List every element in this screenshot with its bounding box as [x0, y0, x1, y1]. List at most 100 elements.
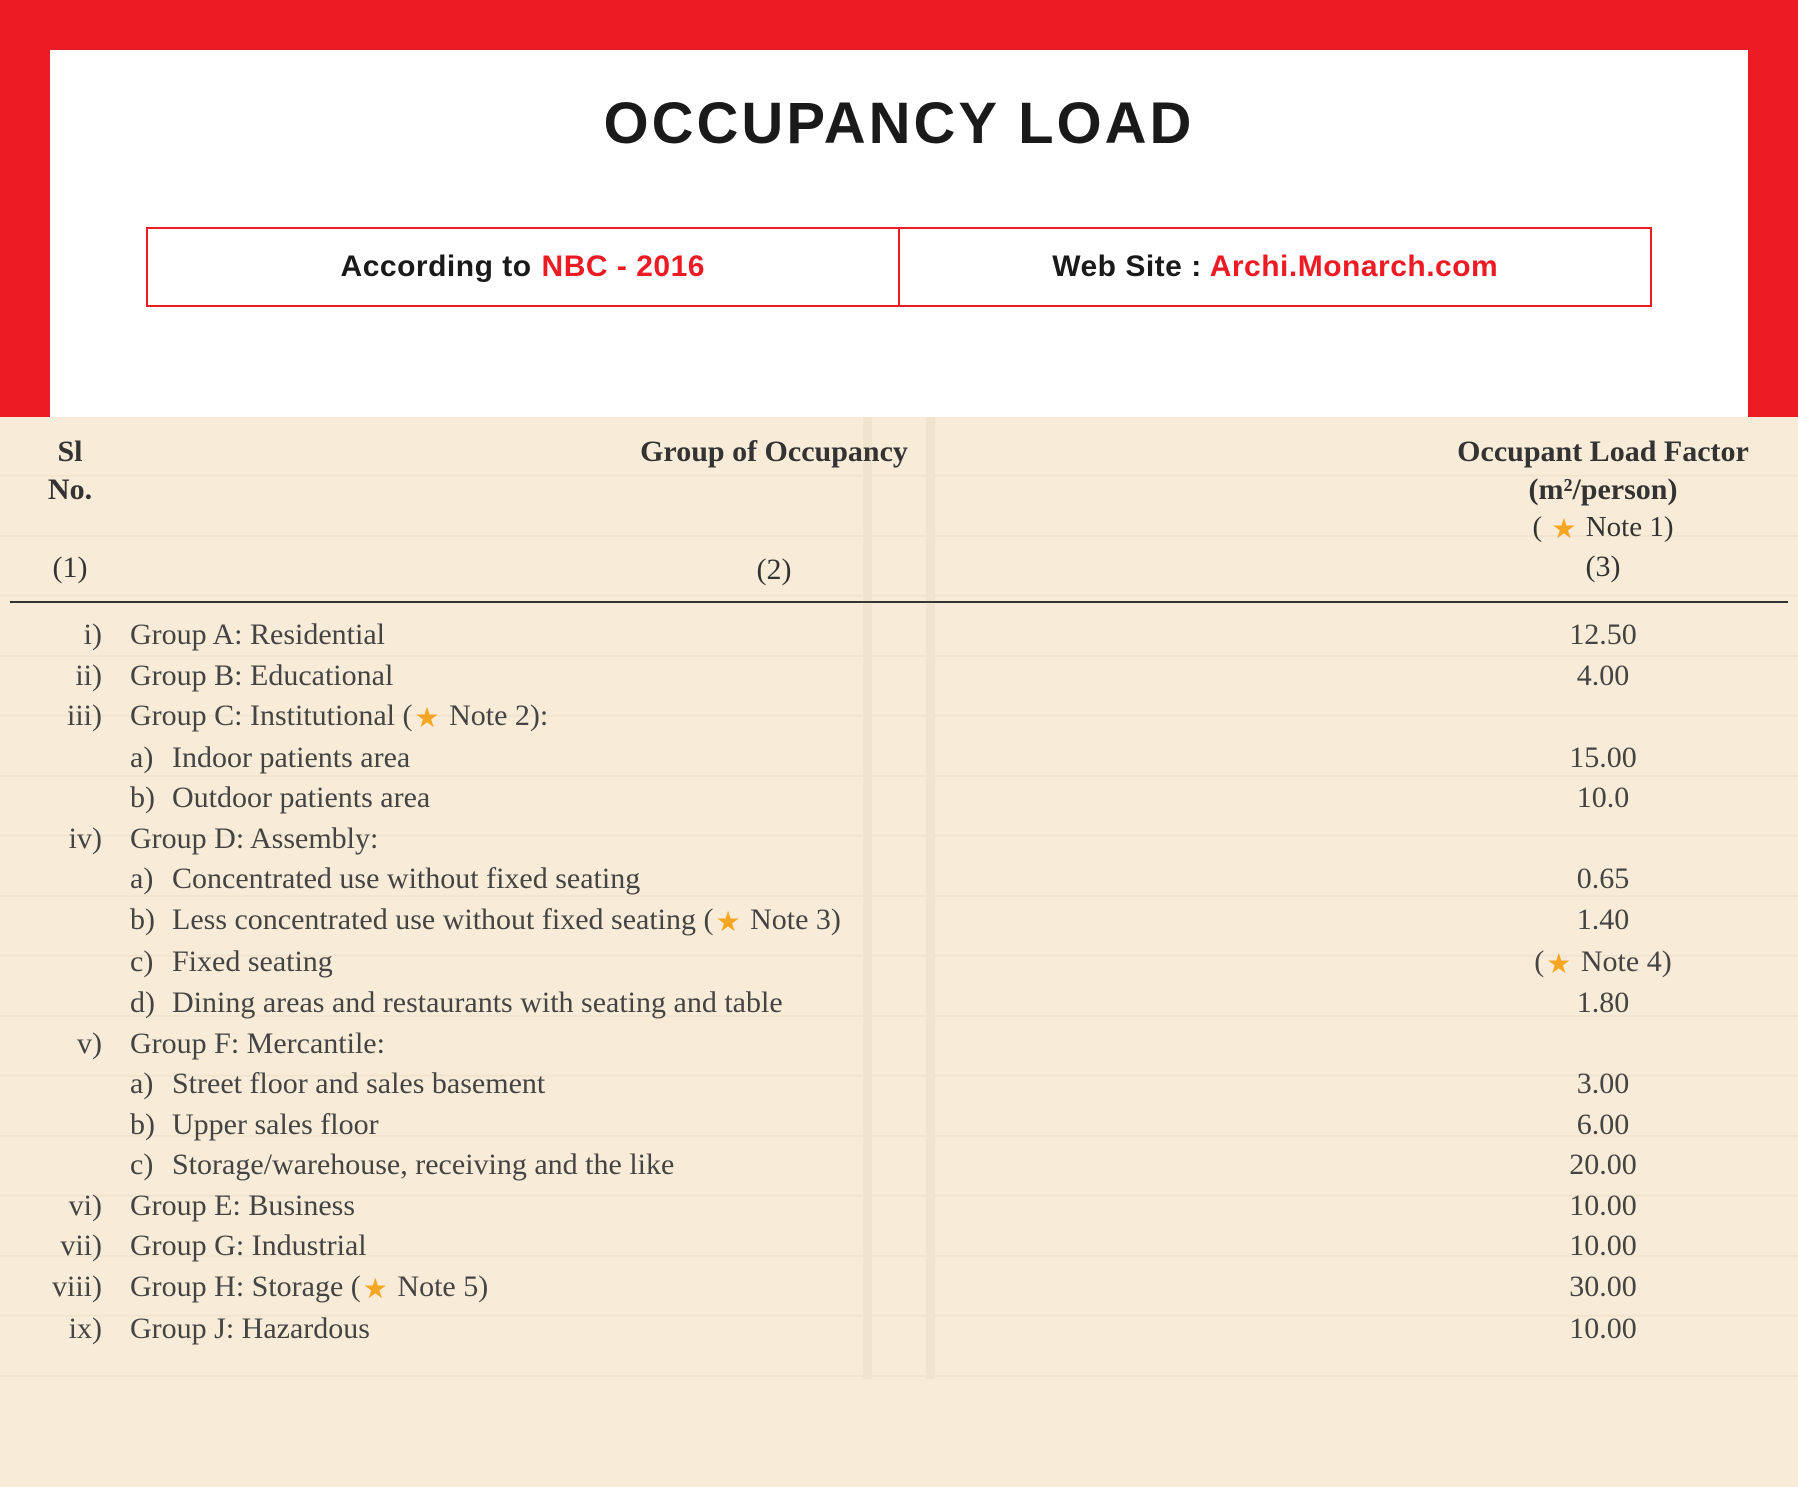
factor-cell: 4.00 [1418, 656, 1788, 697]
factor-cell: 10.00 [1418, 1226, 1788, 1267]
factor-note-ref: ( ★ Note 1) [1532, 511, 1673, 546]
col-header-sl: Sl No. (1) [10, 435, 130, 587]
sl-cell: iv) [10, 819, 130, 860]
group-subcell: c)Fixed seating [130, 942, 1418, 984]
table-subrow: a)Concentrated use without fixed seating… [10, 859, 1788, 900]
factor-cell: 1.80 [1418, 983, 1788, 1024]
table-subrow: a)Indoor patients area15.00 [10, 738, 1788, 779]
star-icon: ★ [414, 700, 439, 738]
table-row: iv)Group D: Assembly: [10, 819, 1788, 860]
table-row: vii)Group G: Industrial10.00 [10, 1226, 1788, 1267]
group-subcell: a)Indoor patients area [130, 738, 1418, 779]
factor-cell [1418, 1024, 1788, 1065]
website-url: Archi.Monarch.com [1210, 250, 1499, 284]
sl-cell [10, 983, 130, 1024]
sl-cell [10, 859, 130, 900]
table-row: iii)Group C: Institutional (★ Note 2): [10, 696, 1788, 738]
nbc-code: NBC - 2016 [542, 250, 705, 284]
col-num-2: (2) [757, 553, 792, 587]
website-label: Web Site : [1052, 250, 1201, 284]
factor-cell: 3.00 [1418, 1064, 1788, 1105]
page-title: OCCUPANCY LOAD [80, 90, 1718, 157]
factor-cell [1418, 819, 1788, 860]
group-cell: Group C: Institutional (★ Note 2): [130, 696, 1418, 738]
star-icon: ★ [363, 1271, 388, 1309]
table-row: ii)Group B: Educational4.00 [10, 656, 1788, 697]
factor-cell: 15.00 [1418, 738, 1788, 779]
sl-cell: ii) [10, 656, 130, 697]
col-header-factor: Occupant Load Factor (m²/person) ( ★ Not… [1418, 435, 1788, 587]
factor-cell: 10.0 [1418, 778, 1788, 819]
occupancy-table: Sl No. (1) Group of Occupancy (2) Occupa… [0, 417, 1798, 1379]
group-subcell: b)Less concentrated use without fixed se… [130, 900, 1418, 942]
table-row: v)Group F: Mercantile: [10, 1024, 1788, 1065]
factor-cell: 30.00 [1418, 1267, 1788, 1309]
sl-cell: iii) [10, 696, 130, 738]
group-subcell: d)Dining areas and restaurants with seat… [130, 983, 1418, 1024]
table-subrow: b)Upper sales floor6.00 [10, 1105, 1788, 1146]
group-cell: Group J: Hazardous [130, 1309, 1418, 1350]
sl-cell: v) [10, 1024, 130, 1065]
group-cell: Group G: Industrial [130, 1226, 1418, 1267]
sl-cell [10, 1145, 130, 1186]
sl-cell: vii) [10, 1226, 130, 1267]
factor-cell: 0.65 [1418, 859, 1788, 900]
sl-cell [10, 1105, 130, 1146]
sl-cell [10, 942, 130, 984]
group-cell: Group A: Residential [130, 615, 1418, 656]
star-icon: ★ [1546, 946, 1571, 984]
sl-label-1: Sl [57, 435, 82, 469]
group-cell: Group B: Educational [130, 656, 1418, 697]
factor-label-1: Occupant Load Factor [1457, 435, 1749, 469]
group-subcell: b)Outdoor patients area [130, 778, 1418, 819]
factor-cell: 12.50 [1418, 615, 1788, 656]
sl-cell: i) [10, 615, 130, 656]
group-subcell: a)Concentrated use without fixed seating [130, 859, 1418, 900]
table-subrow: a)Street floor and sales basement3.00 [10, 1064, 1788, 1105]
factor-cell: (★ Note 4) [1418, 942, 1788, 984]
table-subrow: c)Storage/warehouse, receiving and the l… [10, 1145, 1788, 1186]
table-subrow: c)Fixed seating(★ Note 4) [10, 942, 1788, 984]
sl-cell [10, 778, 130, 819]
table-header: Sl No. (1) Group of Occupancy (2) Occupa… [10, 435, 1788, 603]
sl-cell [10, 738, 130, 779]
table-row: vi)Group E: Business10.00 [10, 1186, 1788, 1227]
subheader-box: According to NBC - 2016 Web Site : Archi… [146, 227, 1653, 307]
table-body: i)Group A: Residential12.50ii)Group B: E… [10, 615, 1788, 1349]
according-to-label: According to [341, 250, 532, 284]
group-subcell: c)Storage/warehouse, receiving and the l… [130, 1145, 1418, 1186]
table-subrow: d)Dining areas and restaurants with seat… [10, 983, 1788, 1024]
factor-label-2: (m²/person) [1529, 473, 1678, 507]
star-icon: ★ [1551, 512, 1576, 546]
sl-label-2: No. [48, 473, 92, 507]
factor-cell: 1.40 [1418, 900, 1788, 942]
sl-cell: ix) [10, 1309, 130, 1350]
sl-cell [10, 1064, 130, 1105]
factor-cell: 6.00 [1418, 1105, 1788, 1146]
group-label: Group of Occupancy [640, 435, 908, 469]
group-subcell: a)Street floor and sales basement [130, 1064, 1418, 1105]
star-icon: ★ [716, 904, 741, 942]
group-cell: Group E: Business [130, 1186, 1418, 1227]
factor-cell: 20.00 [1418, 1145, 1788, 1186]
table-row: i)Group A: Residential12.50 [10, 615, 1788, 656]
group-cell: Group D: Assembly: [130, 819, 1418, 860]
col-num-3: (3) [1586, 550, 1621, 584]
subheader-right: Web Site : Archi.Monarch.com [900, 229, 1650, 305]
sl-cell [10, 900, 130, 942]
table-row: ix)Group J: Hazardous10.00 [10, 1309, 1788, 1350]
table-row: viii)Group H: Storage (★ Note 5)30.00 [10, 1267, 1788, 1309]
col-header-group: Group of Occupancy (2) [130, 435, 1418, 587]
group-cell: Group F: Mercantile: [130, 1024, 1418, 1065]
factor-cell: 10.00 [1418, 1309, 1788, 1350]
table-subrow: b)Outdoor patients area10.0 [10, 778, 1788, 819]
subheader-left: According to NBC - 2016 [148, 229, 900, 305]
factor-cell [1418, 696, 1788, 738]
header-card: OCCUPANCY LOAD According to NBC - 2016 W… [0, 0, 1798, 417]
sl-cell: vi) [10, 1186, 130, 1227]
col-num-1: (1) [53, 551, 88, 585]
factor-cell: 10.00 [1418, 1186, 1788, 1227]
table-subrow: b)Less concentrated use without fixed se… [10, 900, 1788, 942]
sl-cell: viii) [10, 1267, 130, 1309]
group-cell: Group H: Storage (★ Note 5) [130, 1267, 1418, 1309]
